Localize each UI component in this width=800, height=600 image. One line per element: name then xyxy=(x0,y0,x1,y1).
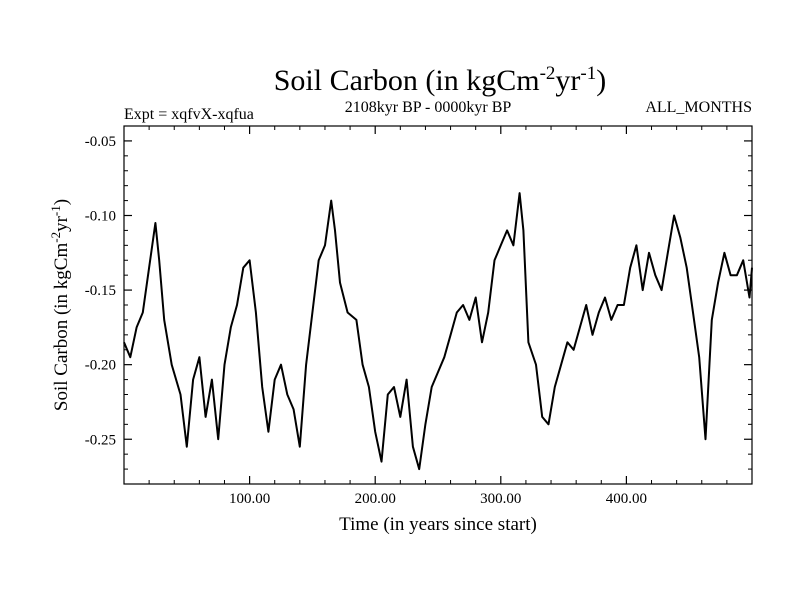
x-tick-label: 100.00 xyxy=(229,491,270,507)
expt-label: Expt = xqfvX-xqfua xyxy=(124,106,254,123)
ylabel-sup1: -2 xyxy=(48,232,63,243)
title-mid: yr xyxy=(555,64,580,97)
x-tick-label: 300.00 xyxy=(480,491,521,507)
ylabel-end: ) xyxy=(51,199,72,205)
series-line xyxy=(123,192,753,471)
y-tick-label: -0.25 xyxy=(85,432,116,448)
axis-ticks: 100.00 200.00 300.00 400.00 -0.05 -0.10 -0.15 -… xyxy=(85,126,752,507)
title-end: ) xyxy=(596,64,606,97)
y-axis-label: Soil Carbon (in kgCm-2yr-1) xyxy=(48,199,72,411)
x-tick-label: 200.00 xyxy=(355,491,396,507)
ylabel-sup2: -1 xyxy=(48,205,63,216)
x-tick-label: 400.00 xyxy=(606,491,647,507)
chart-title: Soil Carbon (in kgCm-2yr-1) xyxy=(274,63,607,97)
title-sup1: -2 xyxy=(540,63,556,84)
title-main: Soil Carbon (in kgCm xyxy=(274,64,540,97)
x-axis-label: Time (in years since start) xyxy=(339,514,537,535)
ylabel-main: Soil Carbon (in kgCm xyxy=(51,243,72,412)
y-tick-label: -0.15 xyxy=(85,283,116,299)
ylabel-mid: yr xyxy=(51,215,72,232)
y-tick-label: -0.05 xyxy=(85,134,116,150)
period-label: 2108kyr BP - 0000kyr BP xyxy=(345,99,512,116)
title-sup2: -1 xyxy=(580,63,596,84)
y-tick-label: -0.20 xyxy=(85,358,116,374)
months-label: ALL_MONTHS xyxy=(645,99,752,116)
series-group xyxy=(123,192,753,471)
y-tick-label: -0.10 xyxy=(85,209,116,225)
